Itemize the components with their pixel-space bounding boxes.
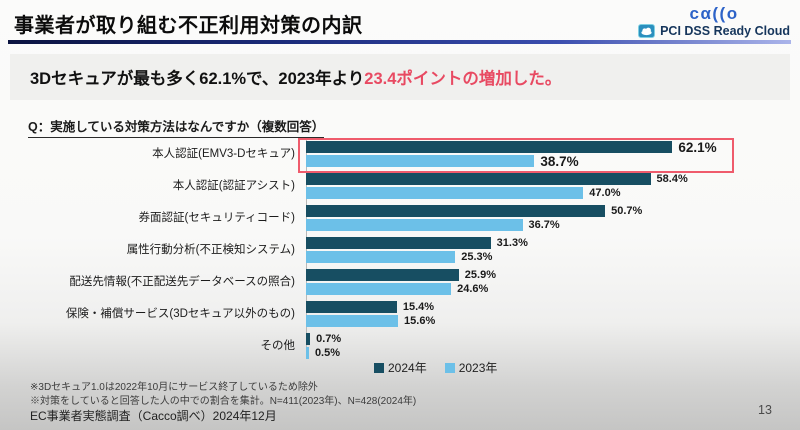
bar-group: 31.3% 25.3%	[306, 237, 790, 263]
bar-line: 0.5%	[306, 347, 790, 359]
question-label: Q：実施している対策方法はなんですか（複数回答）	[28, 116, 325, 138]
legend-label: 2023年	[458, 361, 498, 375]
bar-2024年	[306, 333, 311, 345]
page-number: 13	[758, 403, 772, 417]
bar-value-label: 15.6%	[404, 315, 436, 327]
cloud-icon	[638, 23, 656, 38]
category-label: 配送先情報(不正配送先データベースの照合)	[69, 275, 295, 288]
bar-line: 15.4%	[306, 301, 790, 313]
pci-dss-ready-cloud-label: PCI DSS Ready Cloud	[660, 23, 790, 38]
legend-swatch-icon	[444, 362, 455, 373]
bar-2024年	[306, 205, 606, 217]
bar-value-label: 36.7%	[528, 219, 560, 231]
bar-line: 31.3%	[306, 237, 790, 249]
highlight-box	[298, 138, 734, 173]
bar-line: 58.4%	[306, 173, 790, 185]
bar-line: 47.0%	[306, 187, 790, 199]
bar-value-label: 58.4%	[656, 173, 688, 185]
page-title: 事業者が取り組む不正利用対策の内訳	[14, 15, 363, 37]
bar-value-label: 38.7%	[540, 153, 579, 169]
chart-legend: 2024年 2023年	[374, 359, 497, 376]
chart-row: 本人認証(認証アシスト) 58.4% 47.0%	[10, 173, 790, 199]
chart-row: 配送先情報(不正配送先データベースの照合) 25.9% 24.6%	[10, 269, 790, 295]
bar-value-label: 0.5%	[314, 347, 341, 359]
bar-group: 50.7% 36.7%	[306, 205, 790, 231]
bar-line: 50.7%	[306, 205, 790, 217]
pci-dss-ready-cloud-logo: PCI DSS Ready Cloud	[638, 23, 790, 38]
legend-item-2023年: 2023年	[444, 359, 498, 376]
bar-2024年	[306, 141, 673, 153]
category-label: 本人認証(認証アシスト)	[172, 179, 295, 192]
bar-2023年	[306, 283, 452, 295]
bar-chart: 本人認証(EMV3-Dセキュア) 62.1% 38.7% 本人認証(認証アシスト) 58…	[10, 139, 790, 359]
bar-value-label: 25.3%	[461, 251, 493, 263]
bar-group: 25.9% 24.6%	[306, 269, 790, 295]
category-label: 保険・補償サービス(3Dセキュア以外のもの)	[65, 307, 295, 320]
headline-band: 3Dセキュアが最も多く62.1%で、2023年より23.4ポイントの増加した。	[10, 54, 790, 100]
legend-swatch-icon	[374, 362, 384, 373]
source-label: EC事業者実態調査（Cacco調べ）2024年12月	[30, 409, 277, 423]
bar-line: 0.7%	[306, 333, 790, 345]
bar-value-label: 62.1%	[678, 139, 717, 155]
category-label: その他	[260, 339, 296, 352]
bar-2023年	[306, 219, 523, 231]
bar-value-label: 15.4%	[402, 301, 435, 313]
bar-2023年	[306, 315, 399, 327]
chart-row: 保険・補償サービス(3Dセキュア以外のもの) 15.4% 15.6%	[10, 301, 790, 327]
headline-text: 3Dセキュアが最も多く62.1%で、2023年より23.4ポイントの増加した。	[10, 65, 561, 89]
bar-group: 15.4% 15.6%	[306, 301, 790, 327]
chart-row: その他 0.7% 0.5%	[10, 333, 790, 359]
bar-line: 15.6%	[306, 315, 790, 327]
bar-value-label: 0.7%	[316, 333, 342, 345]
headline-red: 23.4ポイントの増加した。	[364, 70, 562, 88]
category-label: 券面認証(セキュリティコード)	[138, 211, 295, 224]
legend-label: 2024年	[388, 361, 427, 375]
cacco-wordmark: cα((o	[689, 4, 739, 23]
category-label: 属性行動分析(不正検知システム)	[126, 243, 295, 256]
bar-2023年	[306, 187, 584, 199]
bar-value-label: 47.0%	[589, 187, 621, 199]
bar-line: 24.6%	[306, 283, 790, 295]
bar-2024年	[306, 237, 491, 249]
chart-row: 属性行動分析(不正検知システム) 31.3% 25.3%	[10, 237, 790, 263]
footnote-line-1: ※3Dセキュア1.0は2022年10月にサービス終了しているため除外	[30, 382, 318, 393]
legend-item-2024年: 2024年	[374, 359, 427, 376]
footnotes: ※3Dセキュア1.0は2022年10月にサービス終了しているため除外 ※対策をし…	[30, 381, 416, 408]
bar-2024年	[306, 173, 651, 185]
footnote-line-2: ※対策をしていると回答した人の中での割合を集計。N=411(2023年)、N=4…	[30, 395, 417, 407]
chart-row: 券面認証(セキュリティコード) 50.7% 36.7%	[10, 205, 790, 231]
bar-line: 25.3%	[306, 251, 790, 263]
bar-value-label: 31.3%	[496, 237, 528, 249]
bar-group: 58.4% 47.0%	[306, 173, 790, 199]
bar-2023年	[306, 251, 456, 263]
bar-value-label: 50.7%	[611, 205, 643, 217]
bar-line: 62.1%	[306, 139, 790, 155]
bar-2024年	[306, 269, 459, 281]
bar-value-label: 24.6%	[457, 283, 489, 295]
bar-line: 38.7%	[306, 153, 790, 169]
headline-black: 3Dセキュアが最も多く62.1%で、2023年より	[30, 70, 365, 88]
bar-group: 62.1% 38.7%	[306, 139, 790, 169]
bar-2024年	[306, 301, 397, 313]
bar-line: 25.9%	[306, 269, 790, 281]
bar-value-label: 25.9%	[464, 269, 496, 281]
title-underline	[8, 40, 791, 44]
category-label: 本人認証(EMV3-Dセキュア)	[152, 147, 295, 160]
bar-group: 0.7% 0.5%	[306, 333, 790, 359]
bar-line: 36.7%	[306, 219, 790, 231]
bar-2023年	[306, 347, 309, 359]
chart-row: 本人認証(EMV3-Dセキュア) 62.1% 38.7%	[10, 139, 790, 169]
cacco-logo: cα((o PCI DSS Ready Cloud	[638, 5, 790, 38]
bar-2023年	[306, 155, 535, 167]
